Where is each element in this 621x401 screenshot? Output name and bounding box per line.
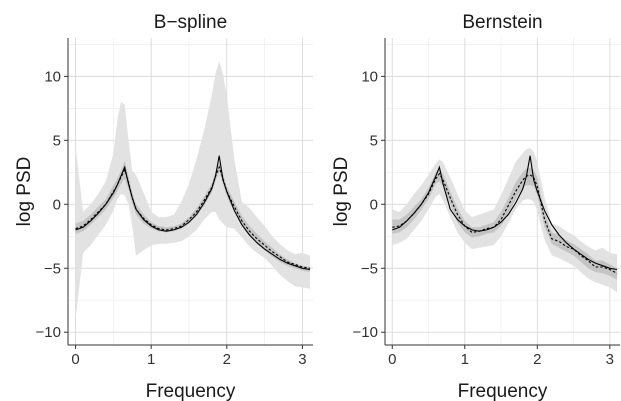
bernstein-x-tick-label: 1 [461, 351, 469, 368]
bernstein-outer-credible-band [392, 148, 618, 293]
bernstein-inner-credible-band [392, 167, 618, 280]
bspline-x-tick-label: 0 [71, 351, 79, 368]
bspline-y-axis-label: log PSD [14, 157, 35, 227]
bspline-x-tick-label: 2 [223, 351, 231, 368]
bspline-y-tick-label: 0 [53, 196, 61, 213]
bspline-x-axis-label: Frequency [146, 381, 236, 401]
bernstein-x-tick-label: 0 [388, 351, 396, 368]
bspline-inner-credible-band [75, 160, 310, 273]
bernstein-y-tick-label: −5 [361, 260, 378, 277]
bspline-outer-credible-band [75, 61, 310, 320]
bernstein-x-axis-label: Frequency [458, 381, 548, 401]
bernstein-panel: Bernstein 0 1 2 3 −10 −5 0 5 10 Frequency log PSD [331, 12, 620, 401]
bernstein-y-tick-label: 5 [370, 132, 378, 149]
bspline-y-tick-label: 5 [53, 132, 61, 149]
bernstein-y-tick-label: −10 [353, 324, 378, 341]
bspline-y-tick-label: −10 [36, 324, 61, 341]
bspline-y-tick-label: −5 [44, 260, 61, 277]
bspline-x-tick-label: 1 [147, 351, 155, 368]
bspline-title: B−spline [154, 12, 227, 33]
bernstein-y-axis-label: log PSD [331, 157, 352, 227]
bernstein-x-tick-label: 2 [533, 351, 541, 368]
bspline-y-tick-label: 10 [44, 68, 61, 85]
bernstein-y-tick-label: 0 [370, 196, 378, 213]
bernstein-x-tick-label: 3 [606, 351, 614, 368]
bspline-true-psd-line [75, 155, 311, 271]
bspline-panel: B−spline 0 1 2 3 −10 −5 0 5 10 Frequency log PSD [14, 12, 313, 401]
bspline-x-tick-label: 3 [298, 351, 306, 368]
bernstein-estimate-line [392, 172, 618, 274]
bernstein-title: Bernstein [462, 12, 542, 33]
bernstein-y-tick-label: 10 [361, 68, 378, 85]
